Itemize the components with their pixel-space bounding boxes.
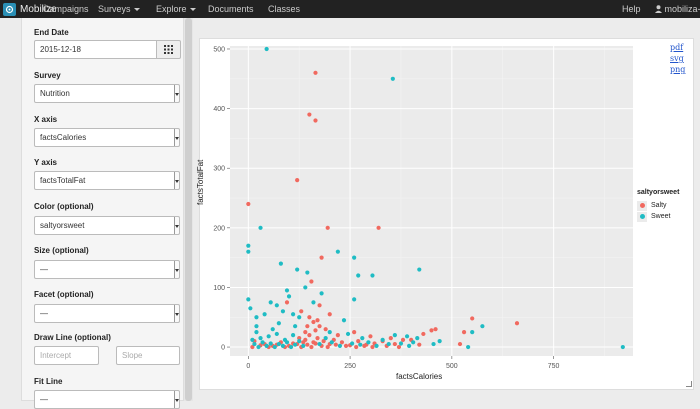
legend-item-sweet: Sweet (637, 211, 679, 222)
size-label: Size (optional) (34, 246, 89, 255)
color-select[interactable]: saltyorsweet (34, 216, 180, 235)
resize-handle[interactable] (686, 381, 692, 387)
draw-line-label: Draw Line (optional) (34, 333, 111, 342)
end-date-label: End Date (34, 28, 69, 37)
legend-dot-salty (639, 203, 645, 208)
mobilize-logo-icon (3, 2, 16, 16)
nav-label: Documents (208, 4, 254, 14)
facet-select-value: — (40, 309, 48, 318)
chevron-down-icon (174, 217, 179, 234)
survey-select-value: Nutrition (40, 89, 70, 98)
size-select-value: — (40, 265, 48, 274)
fit-line-label: Fit Line (34, 377, 63, 386)
y-axis-title: factsTotalFat (196, 159, 205, 205)
download-png-link[interactable]: png (670, 65, 686, 74)
chevron-down-icon (174, 129, 179, 146)
download-pdf-link[interactable]: pdf (670, 43, 684, 52)
nav-label: Classes (268, 4, 301, 14)
chevron-down-icon (174, 391, 179, 408)
legend-dot-sweet (639, 214, 645, 219)
user-icon (655, 5, 662, 13)
caret-down-icon (189, 8, 196, 12)
nav-label: Explore (156, 4, 187, 14)
chevron-down-icon (174, 261, 179, 278)
intercept-input[interactable]: Intercept (34, 346, 99, 365)
y-axis-select-value: factsTotalFat (40, 176, 86, 185)
x-axis-title: factsCalories (396, 372, 443, 381)
nav-explore[interactable]: Explore (156, 4, 196, 14)
plot-panel (199, 38, 694, 390)
size-select[interactable]: — (34, 260, 180, 279)
fit-line-select[interactable]: — (34, 390, 180, 409)
brand-name: Mobilize (20, 3, 57, 15)
survey-select[interactable]: Nutrition (34, 84, 180, 103)
legend-item-salty: Salty (637, 200, 679, 211)
chevron-down-icon (174, 305, 179, 322)
download-links: pdf svg png (670, 42, 685, 75)
survey-label: Survey (34, 71, 61, 80)
nav-documents[interactable]: Documents (208, 4, 254, 14)
x-axis-label: X axis (34, 115, 58, 124)
plot-options-sidebar: End Date 2015-12-18 Survey Nutrition X a… (21, 18, 184, 409)
user-menu[interactable]: mobiliza- (655, 4, 700, 14)
slope-input[interactable]: Slope (116, 346, 180, 365)
y-axis-label: Y axis (34, 158, 57, 167)
end-date-input[interactable]: 2015-12-18 (34, 40, 158, 59)
chevron-down-icon (174, 85, 179, 102)
nav-classes[interactable]: Classes (268, 4, 300, 14)
legend-title: saltyorsweet (637, 189, 680, 196)
color-select-value: saltyorsweet (40, 221, 85, 230)
x-axis-select[interactable]: factsCalories (34, 128, 180, 147)
legend-label-sweet: Sweet (651, 213, 671, 220)
nav-label: Campaigns (43, 4, 89, 14)
help-link[interactable]: Help (622, 4, 641, 14)
sidebar-scrollbar[interactable] (184, 18, 193, 401)
facet-label: Facet (optional) (34, 290, 94, 299)
nav-surveys[interactable]: Surveys (98, 4, 140, 14)
download-svg-link[interactable]: svg (670, 54, 684, 63)
y-axis-select[interactable]: factsTotalFat (34, 171, 180, 190)
x-axis-select-value: factsCalories (40, 133, 87, 142)
user-name: mobiliza- (664, 4, 700, 14)
fit-line-select-value: — (40, 395, 48, 404)
top-navbar: Mobilize Campaigns Surveys Explore Document… (0, 0, 700, 18)
scrollbar-thumb[interactable] (185, 18, 192, 401)
brand[interactable]: Mobilize (3, 2, 57, 16)
intercept-placeholder: Intercept (40, 351, 72, 360)
nav-campaigns[interactable]: Campaigns (43, 4, 89, 14)
color-label: Color (optional) (34, 202, 94, 211)
calendar-icon (164, 45, 173, 54)
legend-label-salty: Salty (651, 202, 667, 209)
chart-legend: saltyorsweet Salty Sweet (637, 189, 679, 222)
chevron-down-icon (174, 172, 179, 189)
calendar-button[interactable] (156, 40, 181, 59)
nav-label: Surveys (98, 4, 131, 14)
facet-select[interactable]: — (34, 304, 180, 323)
slope-placeholder: Slope (122, 351, 143, 360)
caret-down-icon (133, 8, 140, 12)
